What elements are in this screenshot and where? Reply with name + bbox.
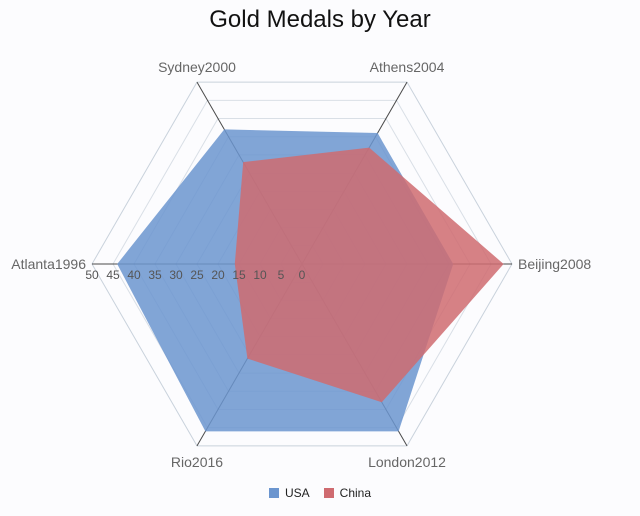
legend-item-china[interactable]: China — [323, 486, 372, 500]
category-label: Atlanta1996 — [11, 256, 86, 272]
legend-swatch — [323, 488, 334, 498]
radial-tick-label: 20 — [211, 268, 225, 282]
category-label: Beijing2008 — [518, 256, 591, 272]
legend-swatch — [268, 488, 279, 498]
radial-tick-label: 30 — [169, 268, 183, 282]
category-label: London2012 — [368, 454, 446, 470]
radial-tick-label: 10 — [253, 268, 267, 282]
radial-tick-label: 0 — [299, 268, 306, 282]
radar-chart: 05 10 15 20 25 30 35 40 45 50 Beijing2008 Athens20… — [11, 59, 591, 470]
category-label: Rio2016 — [171, 454, 223, 470]
radial-tick-label: 35 — [148, 268, 162, 282]
radial-tick-label: 25 — [190, 268, 204, 282]
radial-tick-label: 15 — [232, 268, 246, 282]
series-area-china — [234, 147, 504, 403]
legend-label: USA — [284, 486, 310, 500]
category-label: Sydney2000 — [158, 59, 236, 75]
category-label: Athens2004 — [370, 59, 445, 75]
legend: USA China — [0, 486, 640, 500]
category-labels: Beijing2008 Athens2004 Sydney2000 Atlanta19… — [11, 59, 591, 470]
radial-tick-label: 5 — [278, 268, 285, 282]
radial-tick-label: 50 — [85, 268, 99, 282]
radial-tick-labels: 05 10 15 20 25 30 35 40 45 50 — [85, 268, 305, 282]
radial-tick-label: 45 — [106, 268, 120, 282]
radar-series — [117, 129, 504, 432]
legend-label: China — [339, 486, 372, 500]
chart-title: Gold Medals by Year — [209, 6, 431, 33]
radial-tick-label: 40 — [127, 268, 141, 282]
legend-item-usa[interactable]: USA — [268, 486, 310, 500]
